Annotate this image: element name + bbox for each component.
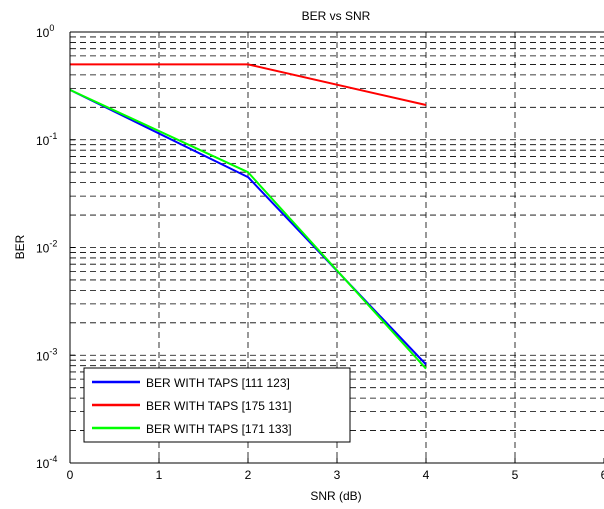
y-tick-label: 10-1 bbox=[36, 131, 57, 148]
ticks bbox=[69, 31, 604, 464]
x-tick-label: 0 bbox=[67, 468, 74, 482]
legend-label-2: BER WITH TAPS [175 131] bbox=[146, 399, 292, 413]
x-tick-label: 4 bbox=[423, 468, 430, 482]
y-axis-title: BER bbox=[13, 234, 27, 259]
series-line-2 bbox=[70, 63, 427, 106]
x-tick-label: 3 bbox=[334, 468, 341, 482]
legend: BER WITH TAPS [111 123] BER WITH TAPS [17… bbox=[83, 367, 351, 443]
y-tick-label: 10-4 bbox=[36, 454, 57, 471]
grid bbox=[70, 32, 604, 463]
y-tick-label: 100 bbox=[36, 23, 54, 40]
x-axis-title: SNR (dB) bbox=[310, 489, 361, 503]
x-tick-label: 5 bbox=[512, 468, 519, 482]
x-tick-label: 6 bbox=[601, 468, 604, 482]
legend-label-1: BER WITH TAPS [111 123] bbox=[146, 376, 290, 390]
chart-title: BER vs SNR bbox=[302, 9, 371, 23]
y-tick-labels: 100 10-1 10-2 10-3 10-4 bbox=[36, 23, 57, 471]
series-layer bbox=[69, 63, 427, 370]
y-tick-label: 10-3 bbox=[36, 346, 57, 363]
x-tick-labels: 0 1 2 3 4 5 6 bbox=[67, 468, 604, 482]
x-tick-label: 1 bbox=[156, 468, 163, 482]
legend-label-3: BER WITH TAPS [171 133] bbox=[146, 422, 292, 436]
x-tick-label: 2 bbox=[245, 468, 252, 482]
series-line-3 bbox=[69, 88, 427, 370]
y-tick-label: 10-2 bbox=[36, 239, 57, 256]
